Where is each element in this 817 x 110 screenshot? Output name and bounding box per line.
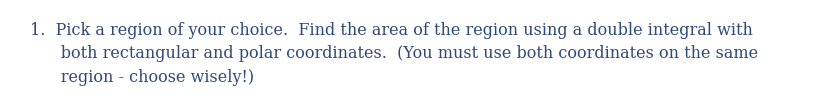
Text: 1.  Pick a region of your choice.  Find the area of the region using a double in: 1. Pick a region of your choice. Find th…: [30, 22, 758, 86]
